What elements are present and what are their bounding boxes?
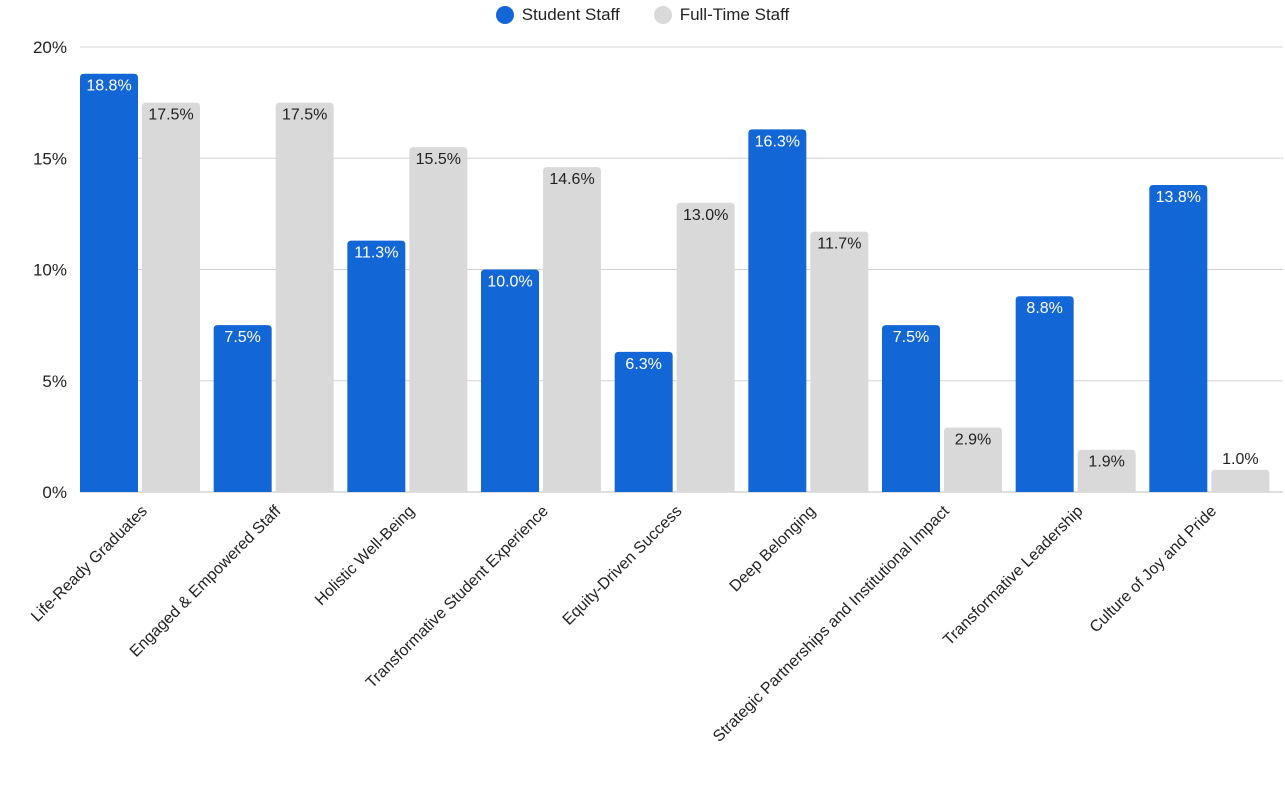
x-category-label: Life-Ready Graduates	[28, 503, 151, 626]
data-label: 17.5%	[148, 107, 193, 124]
data-label: 1.0%	[1222, 451, 1258, 468]
bar-full-time-staff	[142, 102, 200, 492]
x-category-label: Holistic Well-Being	[312, 503, 418, 609]
bar-full-time-staff	[1211, 469, 1270, 492]
bar-full-time-staff	[275, 102, 334, 492]
bar-student-staff	[748, 129, 807, 492]
y-tick-label: 20%	[33, 38, 67, 57]
bar-student-staff	[1015, 296, 1074, 492]
data-label: 2.9%	[955, 431, 991, 448]
data-label: 16.3%	[755, 133, 800, 150]
legend-label-student-staff: Student Staff	[521, 5, 620, 24]
bar-full-time-staff	[944, 427, 1002, 492]
data-label: 11.7%	[817, 236, 861, 253]
bar-full-time-staff	[810, 231, 869, 493]
data-label: 7.5%	[893, 329, 929, 346]
x-category-label: Deep Belonging	[727, 503, 820, 596]
data-label: 8.8%	[1026, 300, 1062, 317]
bar-full-time-staff	[676, 202, 735, 492]
legend-item-student-staff[interactable]: Student Staff	[495, 5, 620, 25]
data-label: 13.0%	[683, 207, 728, 224]
data-label: 17.5%	[282, 107, 327, 124]
data-label: 15.5%	[416, 151, 461, 168]
bar-student-staff	[80, 73, 138, 492]
y-tick-label: 15%	[33, 149, 67, 168]
x-category-label: Equity-Driven Success	[560, 503, 686, 629]
x-category-label: Strategic Partnerships and Institutional…	[710, 502, 953, 745]
bar-student-staff	[1149, 184, 1208, 492]
y-tick-label: 5%	[42, 372, 67, 391]
legend-swatch-student-staff	[495, 6, 514, 24]
y-tick-label: 10%	[33, 261, 67, 280]
data-label: 10.0%	[487, 274, 532, 291]
x-category-label: Engaged & Empowered Staff	[127, 502, 285, 660]
bar-student-staff	[481, 269, 539, 492]
data-label: 7.5%	[224, 329, 260, 346]
bar-full-time-staff	[1077, 449, 1136, 492]
data-label: 1.9%	[1088, 454, 1124, 471]
bar-full-time-staff	[543, 167, 601, 492]
data-label: 13.8%	[1156, 189, 1201, 206]
bar-full-time-staff	[409, 147, 468, 492]
data-label: 14.6%	[549, 171, 594, 188]
legend-item-full-time-staff[interactable]: Full-Time Staff	[653, 5, 790, 25]
chart-legend: Student Staff Full-Time Staff	[0, 5, 1285, 25]
data-label: 6.3%	[625, 356, 661, 373]
legend-swatch-full-time-staff	[653, 6, 672, 24]
x-category-label: Culture of Joy and Pride	[1087, 503, 1220, 636]
bar-student-staff	[213, 325, 272, 492]
bar-student-staff	[882, 325, 940, 492]
bar-student-staff	[347, 240, 406, 492]
data-label: 18.8%	[86, 78, 131, 95]
data-label: 11.3%	[354, 245, 398, 262]
bar-student-staff	[614, 351, 673, 492]
y-tick-label: 0%	[42, 483, 67, 502]
legend-label-full-time-staff: Full-Time Staff	[679, 5, 790, 24]
x-category-label: Transformative Leadership	[940, 503, 1086, 649]
